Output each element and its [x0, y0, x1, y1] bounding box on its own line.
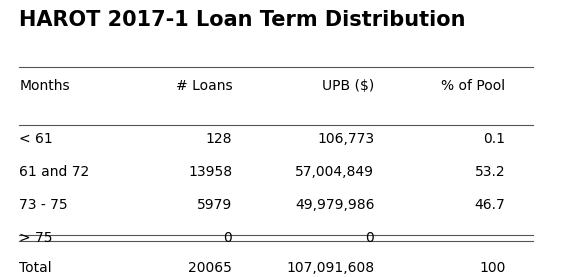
Text: 13958: 13958 — [188, 165, 233, 179]
Text: % of Pool: % of Pool — [441, 79, 506, 93]
Text: # Loans: # Loans — [176, 79, 233, 93]
Text: < 61: < 61 — [19, 132, 53, 146]
Text: > 75: > 75 — [19, 231, 52, 245]
Text: 107,091,608: 107,091,608 — [286, 261, 374, 275]
Text: UPB ($): UPB ($) — [322, 79, 374, 93]
Text: Total: Total — [19, 261, 52, 275]
Text: 20065: 20065 — [189, 261, 233, 275]
Text: 57,004,849: 57,004,849 — [295, 165, 374, 179]
Text: 46.7: 46.7 — [475, 198, 506, 212]
Text: 49,979,986: 49,979,986 — [295, 198, 374, 212]
Text: HAROT 2017-1 Loan Term Distribution: HAROT 2017-1 Loan Term Distribution — [19, 11, 466, 30]
Text: 61 and 72: 61 and 72 — [19, 165, 89, 179]
Text: 0: 0 — [223, 231, 233, 245]
Text: 5979: 5979 — [197, 198, 233, 212]
Text: Months: Months — [19, 79, 70, 93]
Text: 128: 128 — [206, 132, 233, 146]
Text: 73 - 75: 73 - 75 — [19, 198, 68, 212]
Text: 0.1: 0.1 — [483, 132, 506, 146]
Text: 53.2: 53.2 — [475, 165, 506, 179]
Text: 100: 100 — [479, 261, 506, 275]
Text: 0: 0 — [365, 231, 374, 245]
Text: 106,773: 106,773 — [317, 132, 374, 146]
